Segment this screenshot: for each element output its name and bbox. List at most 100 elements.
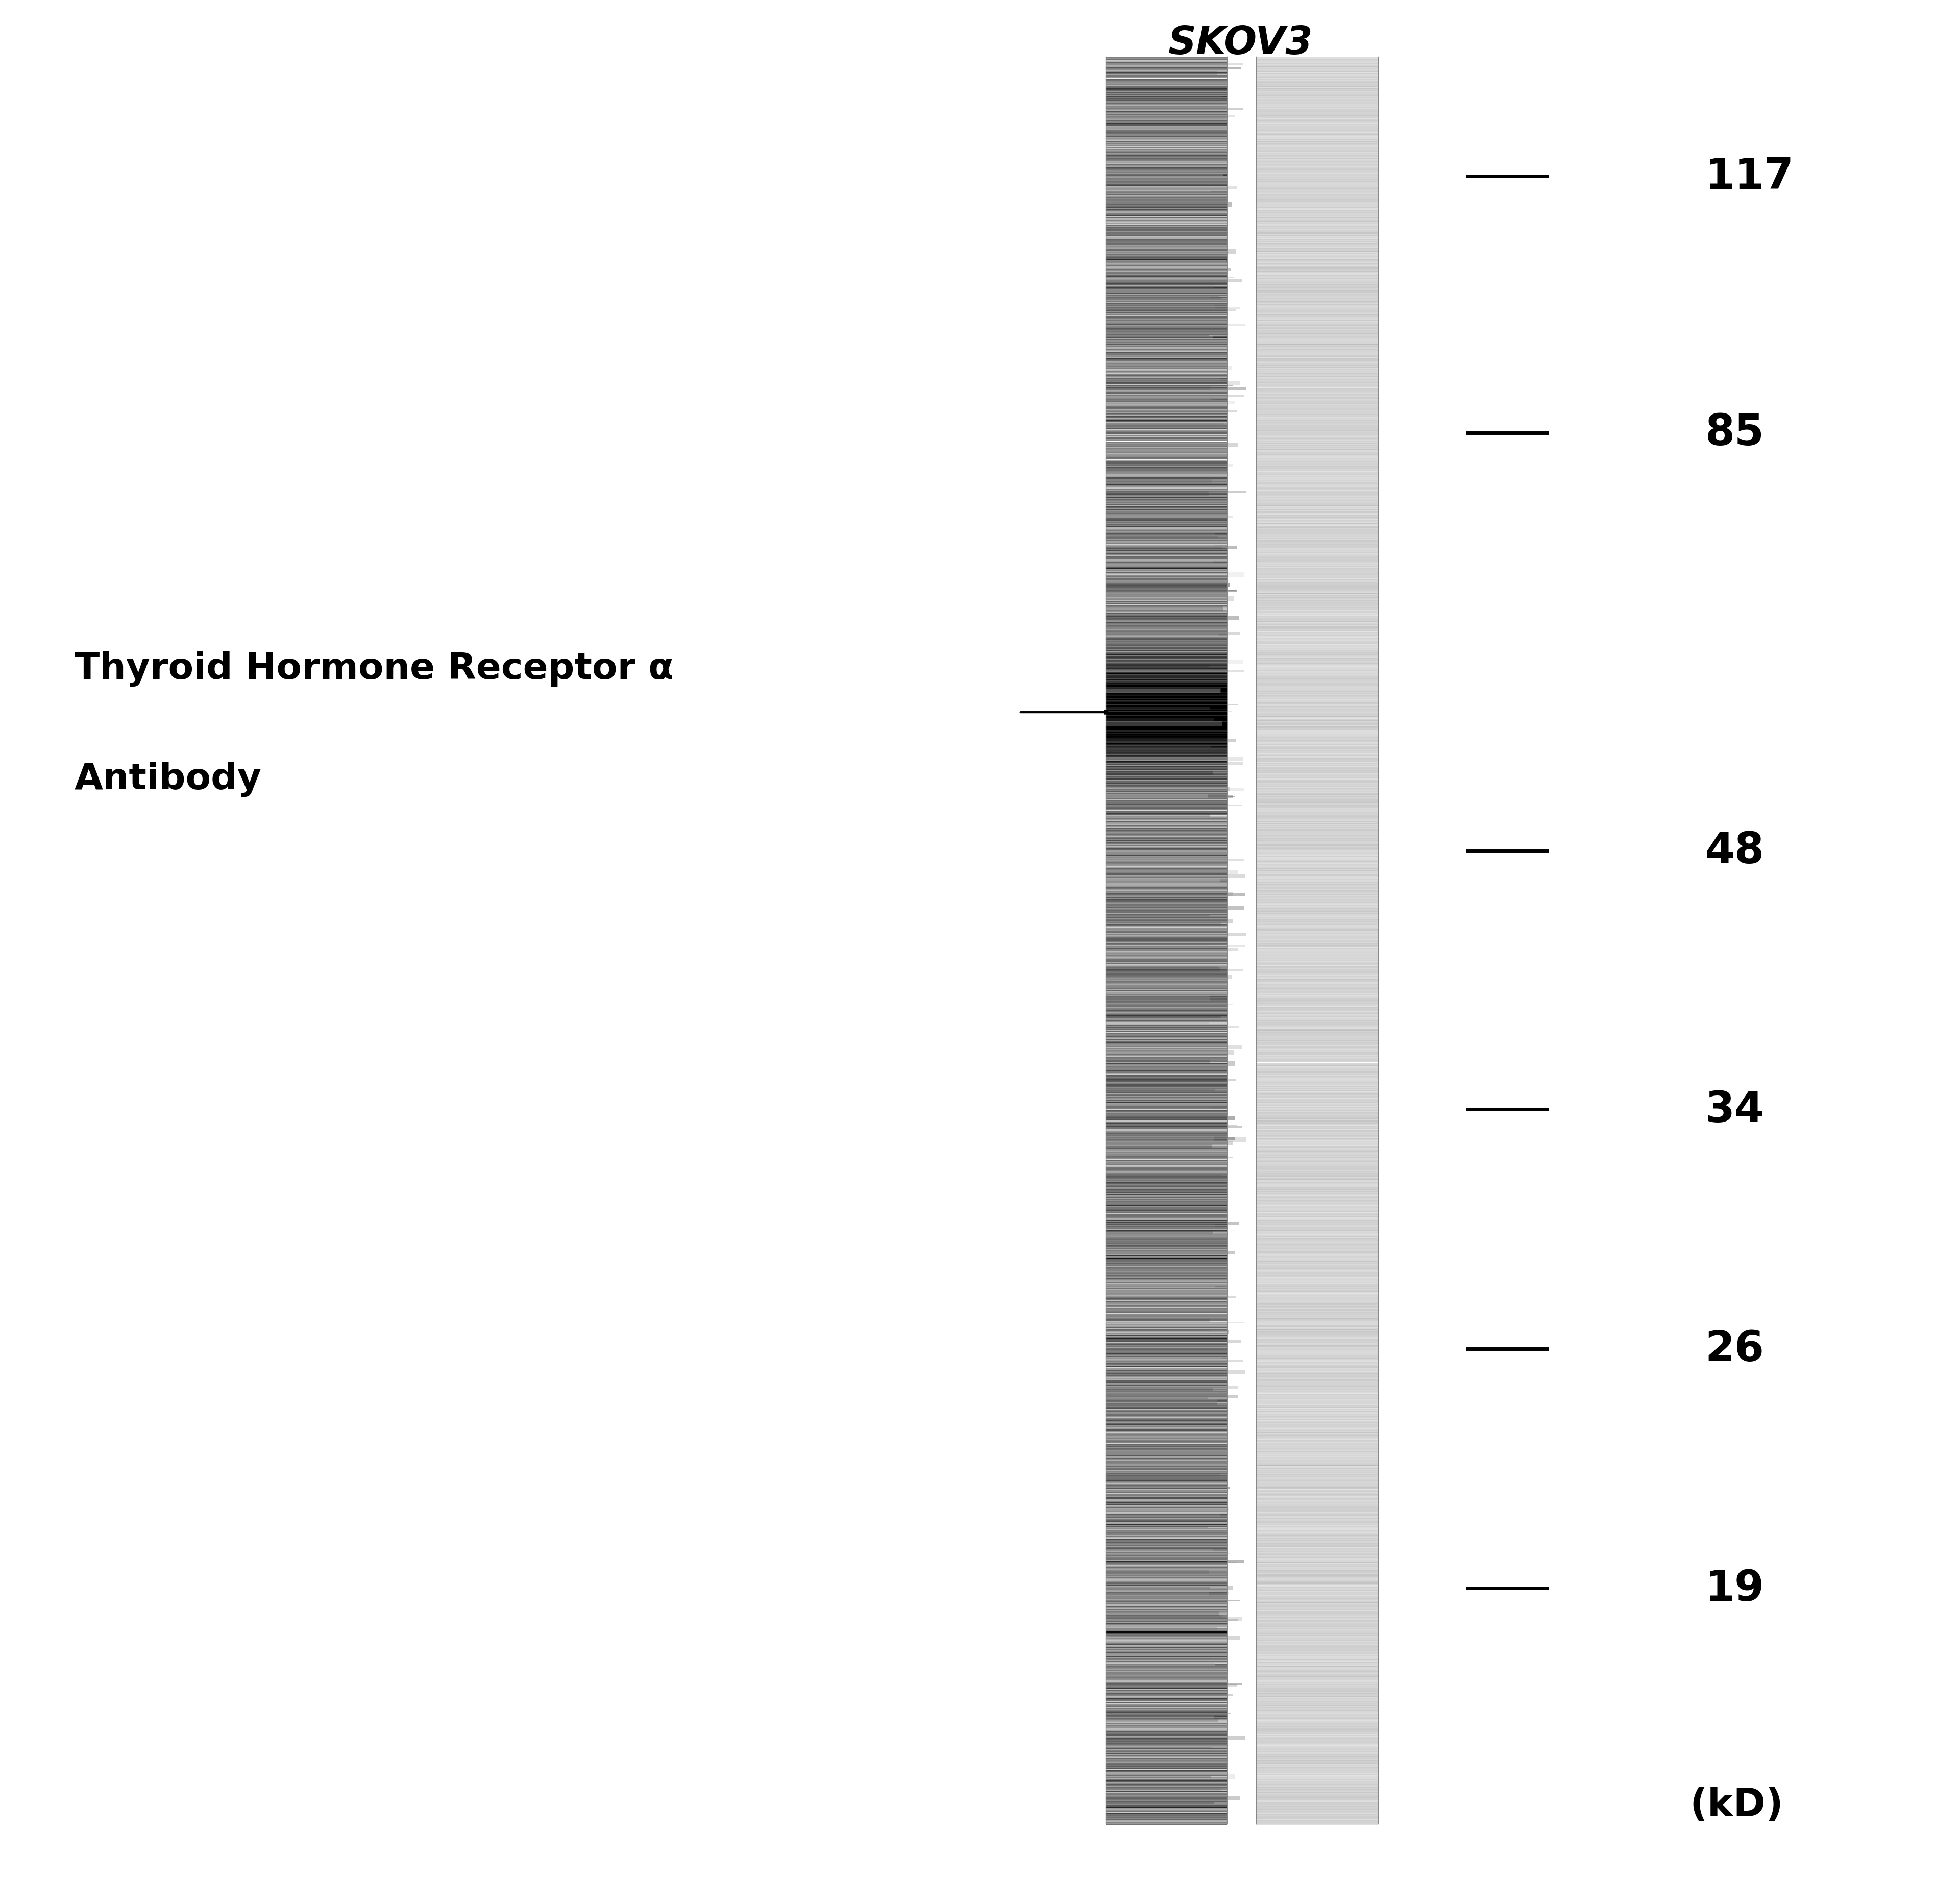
- Bar: [1105, 762, 1245, 766]
- Bar: [1105, 946, 1209, 948]
- Bar: [1105, 1250, 1235, 1254]
- Bar: [1105, 996, 1209, 998]
- Bar: [1105, 1636, 1241, 1640]
- Bar: [1105, 1330, 1211, 1332]
- Bar: [1105, 893, 1233, 897]
- Bar: [1105, 1507, 1229, 1511]
- Bar: [1105, 1402, 1217, 1406]
- Bar: [1105, 186, 1237, 190]
- Text: 34: 34: [1705, 1089, 1764, 1130]
- Bar: [1105, 1560, 1245, 1562]
- Bar: [1105, 296, 1219, 300]
- Bar: [1105, 1796, 1241, 1799]
- Bar: [1105, 815, 1207, 819]
- Bar: [1105, 635, 1219, 637]
- Bar: [1105, 659, 1243, 665]
- Bar: [1105, 1586, 1233, 1590]
- Text: 117: 117: [1705, 156, 1793, 198]
- Bar: [1105, 665, 1209, 669]
- Bar: [1105, 1387, 1239, 1389]
- Bar: [1105, 367, 1233, 370]
- Bar: [1105, 1592, 1209, 1596]
- Bar: [1105, 1224, 1215, 1227]
- Bar: [1105, 880, 1221, 882]
- Bar: [1105, 794, 1209, 798]
- Bar: [1105, 378, 1219, 382]
- Bar: [1105, 1788, 1221, 1790]
- Bar: [1105, 547, 1237, 549]
- Bar: [1105, 583, 1231, 587]
- Bar: [1105, 1594, 1227, 1598]
- Bar: [1105, 1571, 1209, 1573]
- Bar: [1105, 1718, 1217, 1721]
- Bar: [1105, 629, 1227, 633]
- Text: 26: 26: [1705, 1328, 1764, 1370]
- Bar: [1105, 386, 1211, 390]
- Bar: [1105, 688, 1221, 694]
- Bar: [1105, 296, 1223, 298]
- Bar: [1105, 893, 1245, 897]
- Bar: [1105, 1586, 1209, 1588]
- Bar: [1105, 1079, 1237, 1081]
- Bar: [1105, 108, 1243, 110]
- Bar: [1105, 1611, 1219, 1615]
- Text: Thyroid Hormone Receptor α: Thyroid Hormone Receptor α: [74, 652, 674, 686]
- Bar: [1105, 770, 1227, 771]
- Bar: [1105, 923, 1221, 925]
- Text: (kD): (kD): [1690, 1786, 1784, 1824]
- Bar: [1105, 545, 1213, 549]
- Bar: [1105, 1775, 1235, 1778]
- Bar: [1105, 72, 1217, 76]
- Bar: [1105, 1693, 1233, 1697]
- Bar: [1105, 796, 1233, 798]
- Bar: [1105, 395, 1245, 397]
- Bar: [1105, 1548, 1213, 1552]
- Text: 85: 85: [1705, 412, 1764, 454]
- Bar: [1105, 1526, 1207, 1528]
- Bar: [1105, 975, 1233, 978]
- Bar: [1105, 536, 1219, 538]
- Bar: [1105, 1136, 1215, 1142]
- Bar: [1105, 1357, 1223, 1360]
- Bar: [1105, 1615, 1221, 1617]
- Bar: [1105, 173, 1223, 177]
- Bar: [1105, 933, 1247, 937]
- Bar: [1105, 1592, 1229, 1594]
- Bar: [1105, 739, 1237, 741]
- Bar: [1105, 948, 1239, 950]
- Bar: [1105, 1716, 1215, 1720]
- Bar: [1105, 920, 1233, 923]
- Bar: [1105, 707, 1211, 711]
- Bar: [1105, 1060, 1209, 1064]
- Bar: [1105, 788, 1245, 790]
- Bar: [1105, 1286, 1215, 1288]
- Bar: [1105, 967, 1221, 971]
- Bar: [1105, 1138, 1247, 1142]
- Bar: [1105, 1486, 1229, 1490]
- Bar: [1105, 490, 1247, 494]
- Text: 19: 19: [1705, 1567, 1764, 1609]
- Bar: [1105, 597, 1235, 600]
- Bar: [1105, 405, 1217, 408]
- Bar: [1105, 906, 1245, 910]
- Bar: [1105, 690, 1221, 694]
- Bar: [1105, 1026, 1239, 1028]
- Bar: [1105, 116, 1235, 118]
- Bar: [1105, 1233, 1215, 1235]
- Bar: [1105, 279, 1243, 283]
- Bar: [1105, 401, 1235, 405]
- Bar: [1105, 975, 1225, 978]
- Bar: [1105, 859, 1245, 861]
- Bar: [1105, 304, 1215, 310]
- Bar: [1105, 1400, 1217, 1402]
- Bar: [1105, 1685, 1237, 1687]
- Bar: [1105, 1330, 1229, 1334]
- Bar: [1105, 560, 1213, 562]
- Bar: [1105, 285, 1213, 289]
- Bar: [1105, 1619, 1239, 1621]
- Bar: [1105, 1108, 1211, 1110]
- Bar: [1105, 998, 1209, 1001]
- Text: Antibody: Antibody: [74, 762, 263, 796]
- Bar: [1105, 1512, 1219, 1516]
- Bar: [1105, 1617, 1243, 1621]
